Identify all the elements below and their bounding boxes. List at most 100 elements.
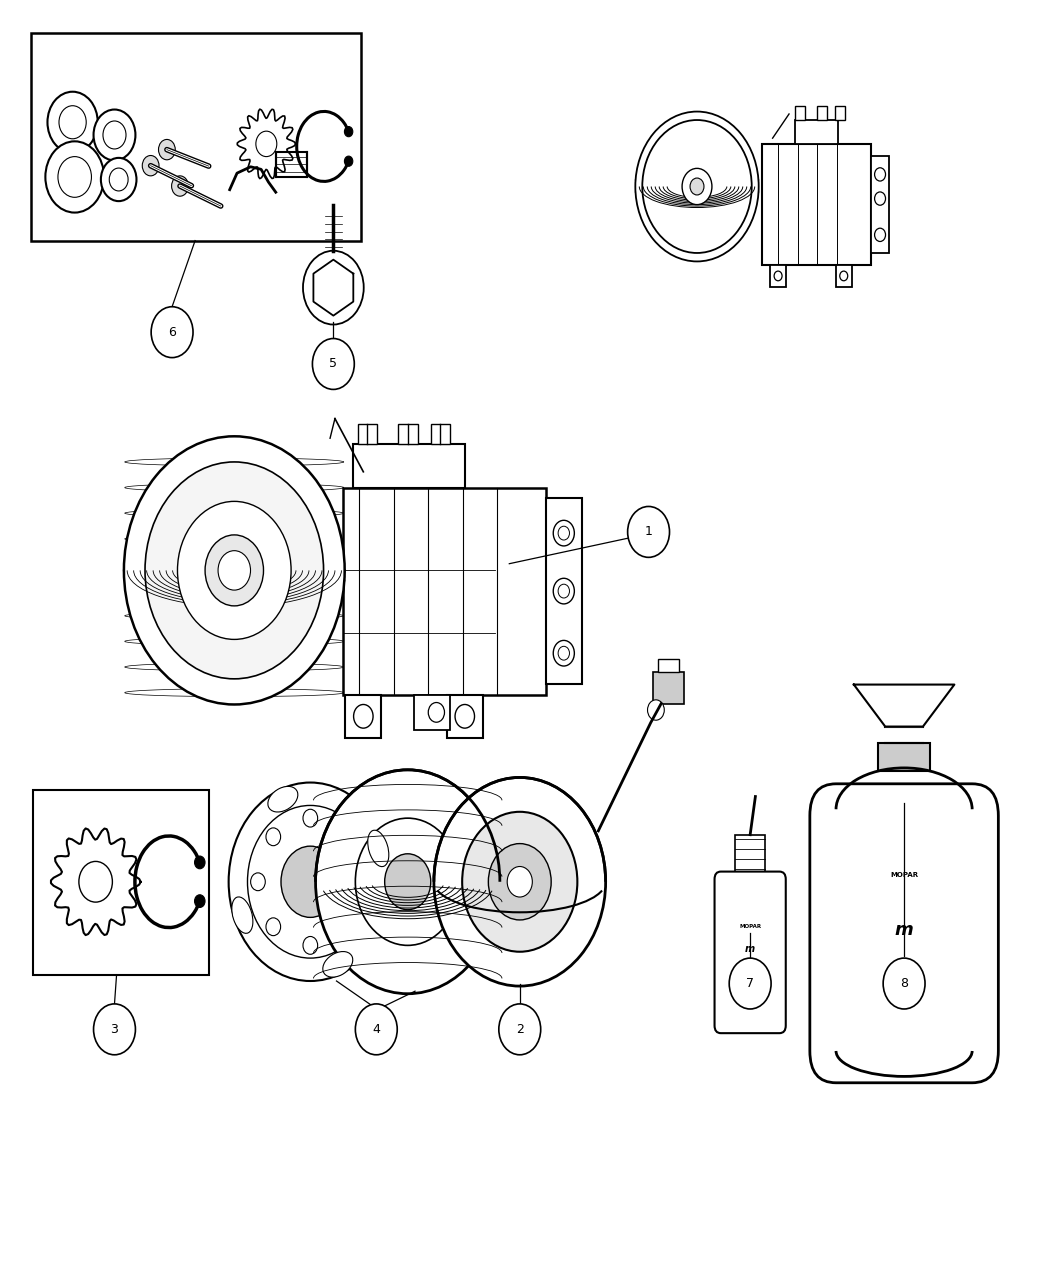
Circle shape <box>875 228 885 241</box>
Ellipse shape <box>368 830 388 867</box>
Circle shape <box>101 158 136 201</box>
Text: 1: 1 <box>645 525 652 538</box>
Bar <box>414 695 449 731</box>
Circle shape <box>488 844 551 921</box>
Bar <box>345 695 381 738</box>
Bar <box>872 157 889 252</box>
Circle shape <box>266 918 280 936</box>
Text: MOPAR: MOPAR <box>890 872 918 878</box>
FancyBboxPatch shape <box>810 784 999 1082</box>
Bar <box>343 487 546 695</box>
Circle shape <box>507 867 532 898</box>
Circle shape <box>313 339 354 389</box>
Bar <box>795 106 805 120</box>
Circle shape <box>109 168 128 191</box>
Circle shape <box>93 1003 135 1054</box>
Circle shape <box>151 307 193 357</box>
Circle shape <box>648 700 665 720</box>
Circle shape <box>145 462 323 678</box>
Circle shape <box>79 862 112 903</box>
Circle shape <box>171 176 188 196</box>
Circle shape <box>455 705 475 728</box>
Circle shape <box>256 131 277 157</box>
Circle shape <box>729 958 771 1009</box>
Circle shape <box>682 168 712 204</box>
Circle shape <box>124 436 344 705</box>
Circle shape <box>159 139 175 159</box>
Circle shape <box>340 918 355 936</box>
Bar <box>878 743 930 771</box>
Text: 5: 5 <box>330 357 337 371</box>
Circle shape <box>194 856 205 868</box>
Bar <box>727 899 773 993</box>
Bar <box>358 425 377 444</box>
Text: m: m <box>746 945 755 954</box>
Bar <box>836 106 845 120</box>
Circle shape <box>316 770 500 993</box>
Ellipse shape <box>322 951 353 977</box>
Circle shape <box>205 536 264 606</box>
Circle shape <box>499 1003 541 1054</box>
Bar <box>817 106 826 120</box>
Circle shape <box>251 873 266 891</box>
Circle shape <box>103 121 126 149</box>
Circle shape <box>344 126 353 136</box>
Bar <box>653 672 685 704</box>
Circle shape <box>559 527 569 541</box>
Ellipse shape <box>232 896 253 933</box>
Circle shape <box>690 179 704 195</box>
Polygon shape <box>313 260 353 316</box>
Circle shape <box>840 272 847 280</box>
Circle shape <box>355 819 460 945</box>
Bar <box>276 152 308 177</box>
Bar <box>30 33 360 241</box>
Circle shape <box>774 272 782 280</box>
Bar <box>398 425 418 444</box>
Circle shape <box>559 646 569 660</box>
Text: 4: 4 <box>373 1023 380 1035</box>
Bar <box>353 444 465 487</box>
Circle shape <box>218 551 251 590</box>
Circle shape <box>883 958 925 1009</box>
Circle shape <box>434 778 606 986</box>
Circle shape <box>194 895 205 908</box>
Circle shape <box>643 120 752 252</box>
Circle shape <box>142 156 159 176</box>
Circle shape <box>303 936 318 954</box>
Circle shape <box>354 705 373 728</box>
Bar <box>836 265 852 287</box>
Circle shape <box>553 579 574 604</box>
Bar <box>546 499 582 685</box>
Circle shape <box>303 810 318 827</box>
Bar <box>735 835 764 880</box>
Circle shape <box>303 251 363 325</box>
Polygon shape <box>854 685 954 727</box>
Ellipse shape <box>268 787 298 812</box>
Text: 6: 6 <box>168 325 176 339</box>
Text: MOPAR: MOPAR <box>739 924 761 928</box>
Bar <box>849 867 959 987</box>
Circle shape <box>875 168 885 181</box>
Circle shape <box>266 827 280 845</box>
Circle shape <box>59 106 86 139</box>
Text: 2: 2 <box>516 1023 524 1035</box>
Circle shape <box>45 142 104 213</box>
Circle shape <box>553 640 574 666</box>
Text: 3: 3 <box>110 1023 119 1035</box>
Circle shape <box>229 783 392 980</box>
Circle shape <box>428 703 444 722</box>
Circle shape <box>344 156 353 166</box>
Circle shape <box>340 827 355 845</box>
Text: 8: 8 <box>900 977 908 991</box>
Circle shape <box>47 92 98 153</box>
Bar <box>447 695 483 738</box>
Bar <box>761 144 872 265</box>
Circle shape <box>281 847 339 918</box>
Circle shape <box>462 812 578 951</box>
Circle shape <box>58 157 91 198</box>
Circle shape <box>248 806 373 958</box>
Circle shape <box>875 193 885 205</box>
Circle shape <box>635 112 759 261</box>
FancyBboxPatch shape <box>715 872 785 1033</box>
Bar <box>770 265 786 287</box>
